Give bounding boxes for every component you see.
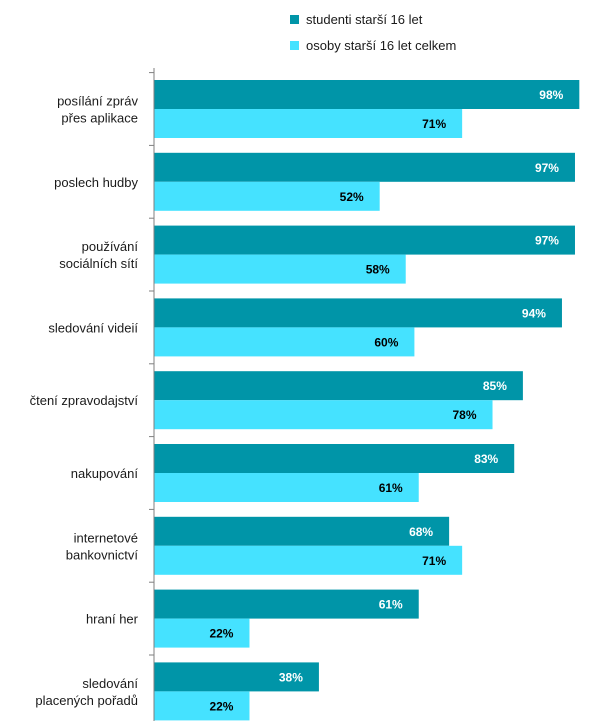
bar-internetove-bankovnictvi-osoby [154,545,463,575]
category-label-pouzivani-socialnich-siti: používání sociálních sítí [59,239,138,271]
bar-sledovani-placenych-poradu-studenti [154,662,319,692]
value-label-sledovani-placenych-poradu-studenti: 38% [279,670,303,684]
value-label-cteni-zpravodajstvi-osoby: 78% [452,408,476,422]
value-label-posilani-zprav-pres-aplikace-studenti: 98% [539,88,563,102]
value-label-nakupovani-studenti: 83% [474,452,498,466]
category-label-internetove-bankovnictvi: internetové bankovnictví [66,530,139,562]
legend-label-studenti: studenti starší 16 let [306,11,423,27]
value-label-sledovani-videii-studenti: 94% [522,306,546,320]
legend-swatch-studenti [290,14,299,24]
bar-posilani-zprav-pres-aplikace-osoby [154,109,463,138]
bar-nakupovani-osoby [154,473,419,502]
value-label-hrani-her-osoby: 22% [209,627,233,641]
legend-swatch-osoby [290,40,299,50]
legend: studenti starší 16 let osoby starší 16 l… [290,6,456,58]
bar-pouzivani-socialnich-siti-studenti [154,225,575,255]
bar-hrani-her-osoby [154,618,250,648]
value-label-cteni-zpravodajstvi-studenti: 85% [483,379,507,393]
category-label-nakupovani: nakupování [71,466,139,481]
category-label-sledovani-videii: sledování videií [48,320,138,335]
bar-cteni-zpravodajstvi-osoby [154,400,493,430]
value-label-sledovani-placenych-poradu-osoby: 22% [209,699,233,713]
value-label-sledovani-videii-osoby: 60% [374,335,398,349]
bar-pouzivani-socialnich-siti-osoby [154,254,406,284]
value-label-poslech-hudby-osoby: 52% [340,190,364,204]
bar-poslech-hudby-osoby [154,181,380,211]
bar-hrani-her-studenti [154,589,419,619]
category-label-posilani-zprav-pres-aplikace: posílání zpráv přes aplikace [57,94,138,126]
value-label-internetove-bankovnictvi-studenti: 68% [409,525,433,539]
value-label-nakupovani-osoby: 61% [379,481,403,495]
value-label-pouzivani-socialnich-siti-osoby: 58% [366,263,390,277]
legend-item-studenti: studenti starší 16 let [290,6,456,32]
bar-sledovani-videii-osoby [154,327,415,357]
value-label-hrani-her-studenti: 61% [379,598,403,612]
legend-label-osoby: osoby starší 16 let celkem [306,37,457,53]
bar-poslech-hudby-studenti [154,152,575,182]
value-label-pouzivani-socialnich-siti-studenti: 97% [535,234,559,248]
bar-sledovani-videii-studenti [154,298,562,328]
category-label-cteni-zpravodajstvi: čtení zpravodajství [30,393,139,408]
category-label-poslech-hudby: poslech hudby [54,175,138,190]
value-label-poslech-hudby-studenti: 97% [535,161,559,175]
bar-internetove-bankovnictvi-studenti [154,516,450,546]
bar-nakupovani-studenti [154,444,515,473]
bar-cteni-zpravodajstvi-studenti [154,371,523,401]
category-label-sledovani-placenych-poradu: sledování placených pořadů [35,676,138,708]
value-label-internetove-bankovnictvi-osoby: 71% [422,554,446,568]
value-label-posilani-zprav-pres-aplikace-osoby: 71% [422,117,446,131]
bar-posilani-zprav-pres-aplikace-studenti [154,80,580,109]
bar-sledovani-placenych-poradu-osoby [154,691,250,721]
legend-item-osoby: osoby starší 16 let celkem [290,32,456,58]
category-label-hrani-her: hraní her [86,612,139,627]
